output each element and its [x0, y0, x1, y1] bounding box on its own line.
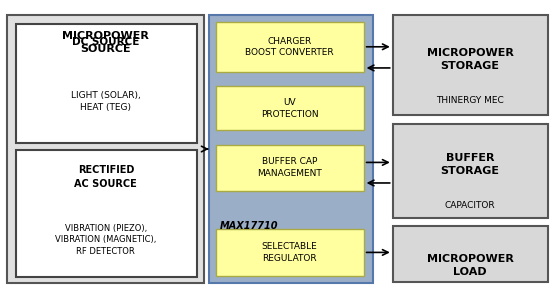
Bar	[216, 229, 364, 276]
Bar	[393, 15, 548, 115]
Text: THINERGY MEC: THINERGY MEC	[436, 96, 504, 105]
Text: CHARGER
BOOST CONVERTER: CHARGER BOOST CONVERTER	[245, 37, 334, 58]
Text: UV
PROTECTION: UV PROTECTION	[261, 98, 319, 119]
Text: MAX17710: MAX17710	[220, 221, 278, 232]
Text: VIBRATION (PIEZO),
VIBRATION (MAGNETIC),
RF DETECTOR: VIBRATION (PIEZO), VIBRATION (MAGNETIC),…	[55, 224, 157, 256]
Text: MICROPOWER
LOAD: MICROPOWER LOAD	[427, 254, 514, 277]
Text: CAPACITOR: CAPACITOR	[445, 201, 495, 209]
Bar	[393, 226, 548, 282]
Text: MICROPOWER
STORAGE: MICROPOWER STORAGE	[427, 48, 514, 71]
Text: SELECTABLE
REGULATOR: SELECTABLE REGULATOR	[262, 242, 317, 263]
Bar	[216, 22, 364, 72]
Text: RECTIFIED
AC SOURCE: RECTIFIED AC SOURCE	[75, 165, 137, 189]
Bar	[216, 145, 364, 191]
Bar	[16, 150, 197, 277]
Text: LIGHT (SOLAR),
HEAT (TEG): LIGHT (SOLAR), HEAT (TEG)	[71, 91, 141, 112]
Text: DC SOURCE: DC SOURCE	[72, 37, 139, 47]
Bar	[16, 24, 197, 143]
Bar	[209, 15, 373, 283]
Text: BUFFER CAP
MANAGEMENT: BUFFER CAP MANAGEMENT	[257, 157, 322, 178]
Bar	[216, 86, 364, 130]
Text: BUFFER
STORAGE: BUFFER STORAGE	[441, 153, 500, 176]
Bar	[393, 124, 548, 218]
Bar	[7, 15, 204, 283]
Text: MICROPOWER
SOURCE: MICROPOWER SOURCE	[62, 31, 149, 55]
